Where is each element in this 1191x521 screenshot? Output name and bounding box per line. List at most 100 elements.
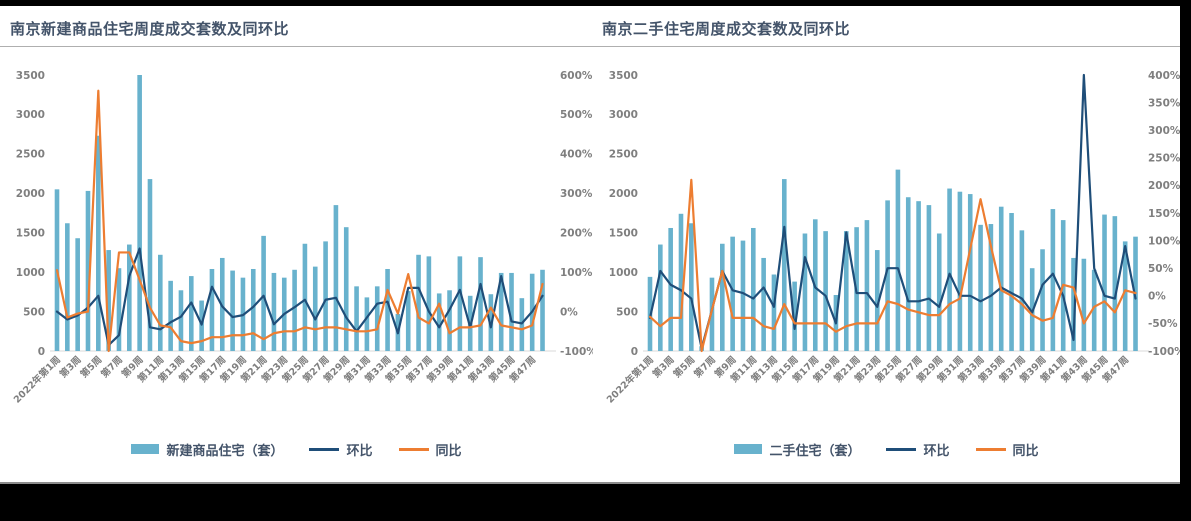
bar bbox=[209, 268, 215, 351]
huanbi-line-swatch bbox=[309, 447, 340, 451]
bar-swatch bbox=[131, 444, 160, 454]
bar bbox=[823, 231, 828, 351]
report-canvas: 南京新建商品住宅周度成交套数及同环比 南京二手住宅周度成交套数及同环比 3500… bbox=[0, 6, 1180, 484]
bar bbox=[250, 268, 256, 351]
huanbi-line bbox=[55, 247, 544, 347]
bar bbox=[158, 254, 163, 351]
x-axis-tick: 第5周 bbox=[671, 354, 698, 381]
bar bbox=[1112, 216, 1118, 351]
bar bbox=[199, 300, 204, 351]
bar bbox=[323, 241, 328, 351]
bar bbox=[1071, 257, 1076, 351]
legend-item-tongbi: 同比 bbox=[398, 440, 462, 459]
y-axis-left-tick: 2000 bbox=[16, 188, 45, 200]
bar bbox=[106, 250, 111, 351]
bar bbox=[188, 276, 194, 351]
bar bbox=[988, 224, 994, 351]
y-axis-left-tick: 1000 bbox=[16, 267, 45, 279]
y-axis-right-tick: 400% bbox=[560, 149, 593, 161]
x-axis-tick: 第7周 bbox=[691, 354, 718, 381]
bar bbox=[178, 290, 184, 351]
y-axis-right-tick: 250% bbox=[1148, 153, 1180, 165]
bar bbox=[116, 268, 122, 351]
bar bbox=[447, 290, 452, 351]
bar bbox=[127, 244, 132, 351]
huanbi-line bbox=[648, 73, 1137, 350]
bar bbox=[916, 201, 921, 351]
y-axis-right-tick: 300% bbox=[1148, 125, 1180, 137]
bar bbox=[230, 270, 235, 351]
bar bbox=[147, 179, 153, 351]
bar bbox=[416, 254, 421, 351]
bar bbox=[802, 233, 808, 351]
tongbi-line bbox=[55, 89, 544, 353]
bar bbox=[385, 268, 390, 351]
bar bbox=[998, 206, 1004, 351]
bar bbox=[65, 223, 70, 351]
y-axis-right-tick: 0% bbox=[560, 306, 578, 318]
y-axis-right-tick: -50% bbox=[1148, 318, 1178, 330]
tongbi-line-swatch bbox=[398, 447, 429, 451]
bar bbox=[1091, 269, 1097, 351]
bar bbox=[96, 135, 101, 351]
bar bbox=[85, 190, 91, 351]
y-axis-right-tick: 500% bbox=[560, 109, 593, 121]
secondhand-homes-weekly-chart: 3500 3000 2500 2000 1500 1000 500 0 400% 350% 300%… bbox=[604, 70, 1180, 406]
legend-new-homes: 新建商品住宅（套） 环比 同比 bbox=[0, 438, 593, 460]
y-axis-left-tick: 1500 bbox=[16, 228, 45, 240]
new-homes-weekly-chart: 3500 3000 2500 2000 1500 1000 500 0 600% 500% 400%… bbox=[11, 70, 593, 406]
bar bbox=[874, 250, 880, 351]
bar bbox=[905, 197, 911, 351]
bar bbox=[761, 257, 766, 351]
legend-huanbi-label: 环比 bbox=[346, 443, 373, 459]
bar bbox=[271, 272, 277, 351]
bar bbox=[689, 223, 694, 351]
y-axis-left-tick: 2500 bbox=[16, 149, 45, 161]
y-axis-right-tick: 600% bbox=[560, 70, 593, 82]
bar bbox=[1102, 214, 1107, 351]
y-axis-left-tick: 3000 bbox=[609, 109, 638, 121]
bar-series bbox=[647, 169, 1138, 351]
bar-swatch bbox=[734, 444, 763, 454]
x-axis-tick: 第5周 bbox=[78, 354, 105, 381]
x-axis-tick: 第3周 bbox=[57, 354, 84, 381]
bar bbox=[457, 256, 463, 351]
y-axis-right-tick: 150% bbox=[1148, 208, 1180, 220]
x-axis-tick: 2022年第1周 bbox=[11, 354, 63, 406]
chart-title-secondhand-homes: 南京二手住宅周度成交套数及同环比 bbox=[602, 20, 851, 38]
bar bbox=[302, 243, 308, 351]
legend-item-huanbi: 环比 bbox=[309, 440, 373, 459]
bar bbox=[885, 200, 890, 351]
bar bbox=[312, 266, 318, 351]
y-axis-right-tick: 100% bbox=[1148, 235, 1180, 247]
bar bbox=[1122, 241, 1128, 351]
y-axis-right-tick: 200% bbox=[560, 228, 593, 240]
bar bbox=[1019, 230, 1025, 351]
bar bbox=[509, 272, 514, 351]
bar bbox=[957, 191, 963, 351]
bar bbox=[947, 188, 952, 351]
bar bbox=[540, 269, 545, 351]
legend-bar-label: 新建商品住宅（套） bbox=[166, 443, 284, 459]
bar bbox=[792, 281, 797, 351]
bar bbox=[936, 233, 942, 351]
bar bbox=[658, 244, 663, 351]
y-axis-left-tick: 500 bbox=[23, 306, 45, 318]
title-underline bbox=[0, 46, 1180, 47]
y-axis-left-tick: 1500 bbox=[609, 228, 638, 240]
y-axis-right-tick: 350% bbox=[1148, 97, 1180, 109]
legend-item-huanbi: 环比 bbox=[886, 440, 950, 459]
y-axis-right-tick: 0% bbox=[1148, 291, 1166, 303]
y-axis-left-tick: 2000 bbox=[609, 188, 638, 200]
bar bbox=[168, 280, 173, 351]
bar bbox=[978, 224, 983, 351]
y-axis-right-tick: 200% bbox=[1148, 180, 1180, 192]
bar bbox=[781, 179, 787, 351]
bar bbox=[1040, 249, 1045, 351]
y-axis-left-tick: 3500 bbox=[609, 70, 638, 82]
bar bbox=[364, 297, 370, 351]
bar bbox=[926, 205, 932, 351]
legend-item-tongbi: 同比 bbox=[975, 440, 1039, 459]
bar bbox=[374, 286, 380, 351]
bar-series bbox=[54, 75, 545, 351]
